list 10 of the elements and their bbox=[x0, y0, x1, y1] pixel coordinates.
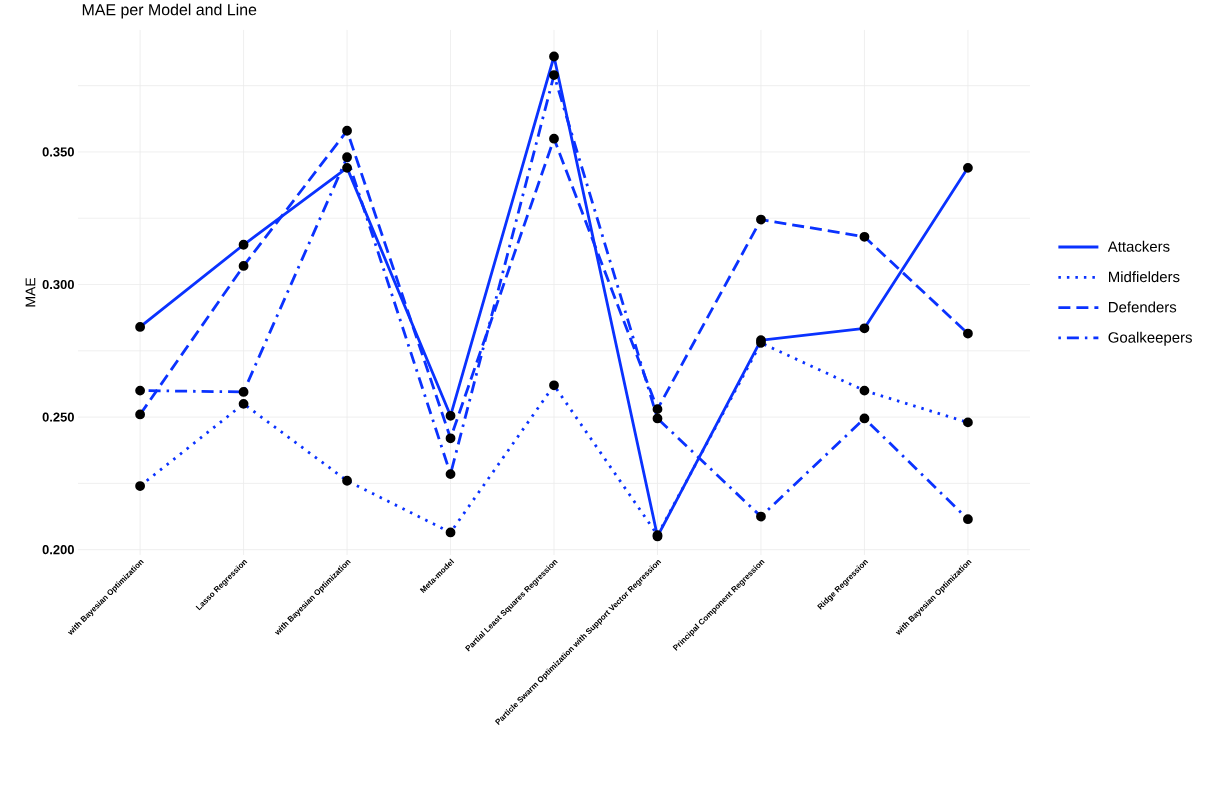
y-tick-label: 0.250 bbox=[42, 412, 74, 422]
y-axis-title: MAE bbox=[25, 277, 36, 307]
legend-label: Goalkeepers bbox=[1108, 331, 1192, 346]
y-tick-label: 0.300 bbox=[42, 279, 74, 290]
y-tick-label: 0.200 bbox=[42, 545, 74, 555]
legend-label: Defenders bbox=[1109, 301, 1177, 313]
legend-label: Attackers bbox=[1107, 240, 1170, 252]
chart-title: MAE per Model and Line bbox=[82, 3, 257, 19]
legend-label: Midfielders bbox=[1109, 271, 1180, 283]
y-tick-label: 0.350 bbox=[42, 147, 74, 157]
